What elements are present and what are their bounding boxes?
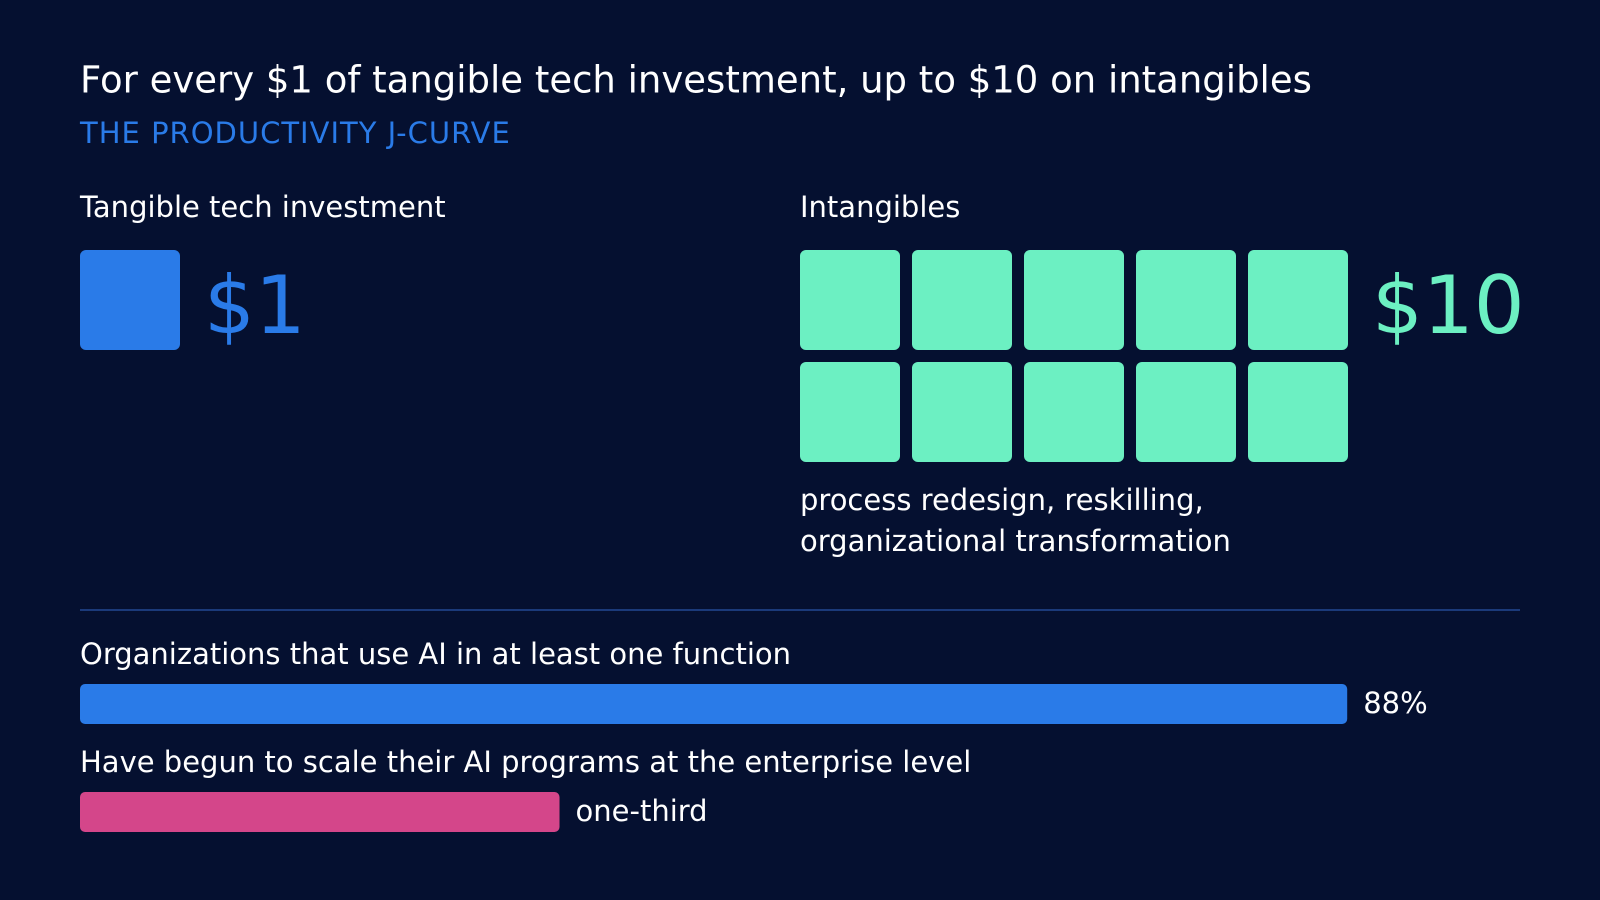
bar — [80, 684, 1348, 724]
subtitle: THE PRODUCTIVITY J-CURVE — [79, 116, 511, 150]
bar-label: Have begun to scale their AI programs at… — [80, 745, 971, 779]
unit-square — [1136, 362, 1236, 462]
title: For every $1 of tangible tech investment… — [80, 59, 1312, 102]
unit-square — [1248, 250, 1348, 350]
unit-square — [800, 250, 900, 350]
unit-square — [1136, 250, 1236, 350]
unit-square — [1024, 362, 1124, 462]
bar — [80, 792, 560, 832]
unit-square — [80, 250, 180, 350]
panel-value: $1 — [204, 259, 306, 352]
panel-label: Intangibles — [800, 190, 960, 224]
unit-square — [800, 362, 900, 462]
bar-label: Organizations that use AI in at least on… — [80, 637, 791, 671]
panel-note: process redesign, reskilling, — [800, 483, 1204, 517]
unit-square — [912, 250, 1012, 350]
bar-value-label: 88% — [1363, 686, 1427, 720]
unit-square — [1248, 362, 1348, 462]
bar-value-label: one-third — [576, 794, 708, 828]
panel-label: Tangible tech investment — [79, 190, 446, 224]
unit-square — [912, 362, 1012, 462]
panel-value: $10 — [1372, 259, 1525, 352]
panel-note: organizational transformation — [800, 524, 1231, 558]
unit-square — [1024, 250, 1124, 350]
